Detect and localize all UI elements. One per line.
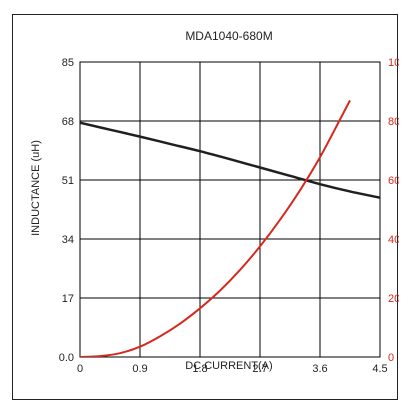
x-tick-label: 0.9 <box>132 363 147 375</box>
x-tick-label: 1.8 <box>192 363 207 375</box>
y-tick-label: 34 <box>62 234 74 246</box>
y-right-tick-label: 100 <box>388 57 399 69</box>
x-tick-label: 4.5 <box>372 363 387 375</box>
series-layer <box>80 99 380 357</box>
plot-border <box>79 61 381 358</box>
y-right-tick-label: 40 <box>388 234 399 246</box>
chart-frame: MDA1040-680M 0 0.9 1.8 2.7 3.6 4.5 0.0 17 34 51 68… <box>12 14 399 400</box>
chart-svg: MDA1040-680M 0 0.9 1.8 2.7 3.6 4.5 0.0 17 34 51 68… <box>30 29 399 375</box>
temp-rise-line <box>80 99 351 357</box>
y-tick-label: 17 <box>62 293 74 305</box>
tick-labels: 0 0.9 1.8 2.7 3.6 4.5 0.0 17 34 51 68 85 0 20 40 60 80 10… <box>59 57 399 375</box>
x-axis-label: DC CURRENT(A) <box>185 360 272 372</box>
x-tick-label: 2.7 <box>252 363 267 375</box>
y-right-tick-label: 20 <box>388 293 399 305</box>
x-tick-label: 3.6 <box>312 363 327 375</box>
y-right-tick-label: 80 <box>388 116 399 128</box>
chart-title: MDA1040-680M <box>185 29 272 43</box>
x-tick-label: 0 <box>77 363 83 375</box>
y-axis-label: INDUCTANCE (uH) <box>30 140 42 236</box>
y-tick-label: 68 <box>62 116 74 128</box>
y-right-tick-label: 60 <box>388 175 399 187</box>
y-tick-label: 0.0 <box>59 352 74 364</box>
inductance-line <box>80 121 380 199</box>
y-right-tick-label: 0 <box>388 352 394 364</box>
grid-layer <box>79 61 381 358</box>
y-tick-label: 85 <box>62 57 74 69</box>
y-tick-label: 51 <box>62 175 74 187</box>
